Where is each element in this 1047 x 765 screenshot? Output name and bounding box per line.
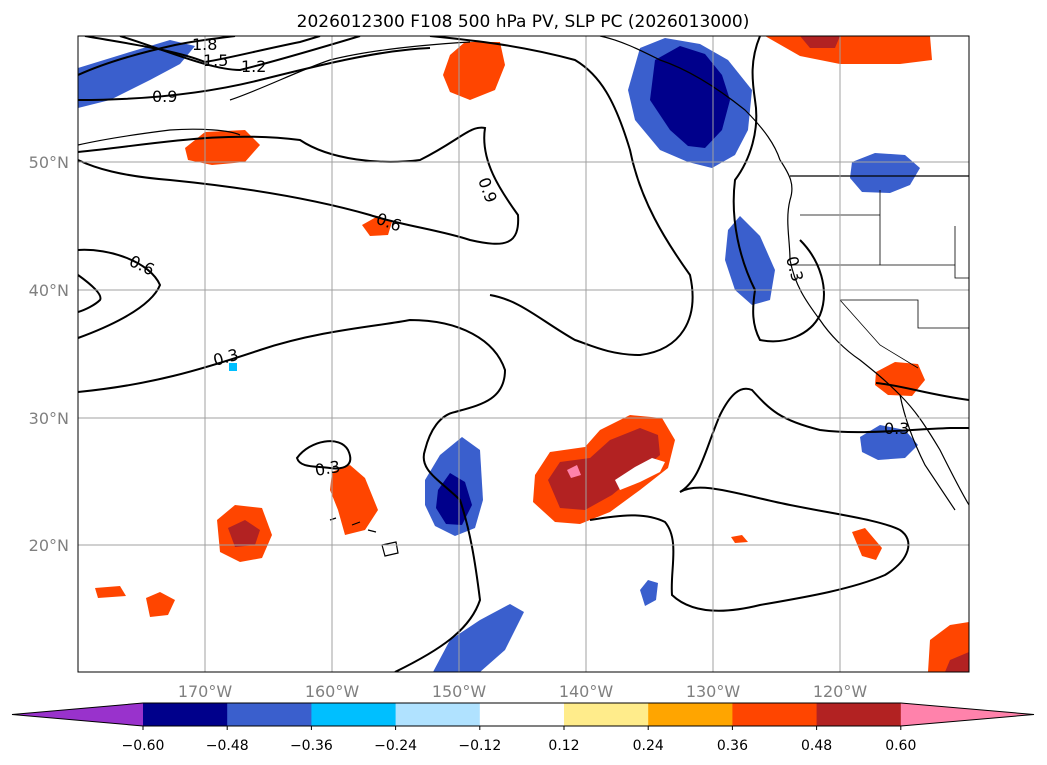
colorbar-tick-label-3: −0.24 bbox=[374, 738, 417, 754]
pv-anomaly-negative-nw bbox=[78, 40, 195, 108]
contour-line-0-9-top bbox=[78, 47, 431, 101]
pv-anomaly-positive-se-core bbox=[945, 652, 969, 672]
pv-anomaly-negative-south bbox=[433, 604, 524, 672]
contour-line-0-6 bbox=[78, 248, 162, 339]
contour-label-1-5: 1.5 bbox=[203, 51, 228, 70]
colorbar-bin-5 bbox=[479, 703, 565, 726]
colorbar-tick-label-9: 0.60 bbox=[885, 738, 916, 754]
pv-anomaly-negative-socal bbox=[860, 425, 918, 460]
contour-label-1-2: 1.2 bbox=[241, 57, 266, 76]
colorbar-extend-high bbox=[900, 703, 1034, 726]
colorbar-bin-3 bbox=[311, 703, 397, 726]
colorbar-bin-7 bbox=[648, 703, 733, 726]
contour-label-0-3-hawaii: 0.3 bbox=[313, 457, 341, 480]
pv-anomaly-negative-bc bbox=[850, 153, 920, 193]
state-borders bbox=[790, 120, 969, 369]
colorbar-bin-4 bbox=[395, 703, 481, 726]
chart-title: 2026012300 F108 500 hPa PV, SLP PC (2026… bbox=[297, 12, 750, 32]
contour-label-0-9-nw: 0.9 bbox=[152, 87, 177, 106]
hawaii-islands bbox=[329, 517, 399, 557]
colorbar-tick-label-0: −0.60 bbox=[122, 738, 165, 754]
colorbar-bin-9 bbox=[816, 703, 902, 726]
x-tick-label-5: 120°W bbox=[813, 682, 868, 701]
y-tick-label-3: 20°N bbox=[29, 536, 69, 555]
x-tick-label-3: 140°W bbox=[559, 682, 614, 701]
contour-line-1-8 bbox=[78, 36, 236, 76]
pv-anomaly-positive-hawaii bbox=[330, 465, 378, 535]
pv-anomaly-positive-main-hole bbox=[615, 458, 665, 490]
map-gridlines bbox=[78, 36, 969, 672]
map-frame bbox=[77, 35, 970, 673]
coastline-west-us bbox=[779, 159, 969, 506]
y-tick-label-1: 40°N bbox=[29, 281, 69, 300]
contour-line-1-2 bbox=[119, 36, 361, 72]
colorbar-tick-label-7: 0.36 bbox=[717, 738, 748, 754]
pv-anomaly-positive-dot-east bbox=[731, 535, 748, 543]
contour-line-0-9-main bbox=[78, 126, 520, 245]
colorbar-bin-8 bbox=[732, 703, 818, 726]
pv-positive-regions bbox=[95, 36, 969, 672]
pv-anomaly-positive-dot-sw1 bbox=[95, 586, 126, 598]
colorbar: −0.60 −0.48 −0.36 −0.24 −0.12 0.12 0.24 0.36 0.4… bbox=[11, 702, 1035, 754]
pv-anomaly-negative-dot bbox=[229, 363, 237, 371]
slp-contours bbox=[78, 36, 969, 672]
x-tick-label-1: 160°W bbox=[305, 682, 360, 701]
pv-anomaly-positive-socal bbox=[875, 362, 925, 396]
contour-line-0-3-south bbox=[679, 387, 969, 493]
coastline-alaska bbox=[78, 36, 781, 161]
coastline-baja bbox=[899, 394, 956, 511]
contour-line-0-3-east bbox=[732, 36, 825, 343]
pv-anomaly-negative-small bbox=[640, 580, 658, 606]
colorbar-bin-2 bbox=[227, 703, 312, 726]
colorbar-tick-label-2: −0.36 bbox=[290, 738, 333, 754]
pv-anomaly-positive-dot-sw2 bbox=[146, 592, 175, 617]
contour-label-0-3-socal: 0.3 bbox=[884, 419, 909, 438]
coastlines bbox=[78, 36, 969, 557]
longitude-tick-labels: 170°W 160°W 150°W 140°W 130°W 120°W bbox=[178, 682, 868, 701]
x-tick-label-4: 130°W bbox=[686, 682, 741, 701]
latitude-tick-labels: 50°N 40°N 30°N 20°N bbox=[29, 153, 69, 555]
x-tick-label-2: 150°W bbox=[432, 682, 487, 701]
colorbar-extend-low bbox=[12, 703, 143, 726]
colorbar-tick-label-8: 0.48 bbox=[801, 738, 832, 754]
x-tick-label-0: 170°W bbox=[178, 682, 233, 701]
colorbar-bin-1 bbox=[143, 703, 228, 726]
pv-anomaly-positive-main-core bbox=[548, 428, 660, 510]
map-plot-area: 1.8 1.5 1.2 0.9 0.9 0.6 0.6 0.3 0.3 0.3 … bbox=[78, 35, 969, 672]
colorbar-tick-label-6: 0.24 bbox=[633, 738, 664, 754]
colorbar-tick-label-1: −0.48 bbox=[206, 738, 249, 754]
contour-line-0-3-se bbox=[875, 382, 969, 401]
pv-anomaly-positive-baja bbox=[852, 528, 882, 560]
pv-anomaly-positive-west-core bbox=[228, 520, 260, 547]
pv-anomaly-positive-main-peak bbox=[567, 465, 581, 478]
contour-line-0-6-inner bbox=[78, 274, 102, 313]
pv-anomaly-negative-gulf-core bbox=[650, 46, 730, 148]
contour-line-0-3-loop bbox=[589, 486, 910, 612]
pv-anomaly-positive-topright-core bbox=[800, 36, 840, 48]
colorbar-bin-6 bbox=[564, 703, 649, 726]
pv-anomaly-positive-small-mid bbox=[362, 216, 392, 236]
contour-line-0-3-wave bbox=[429, 36, 694, 357]
contour-line-0-3-small bbox=[295, 440, 352, 470]
colorbar-tick-label-5: 0.12 bbox=[548, 738, 579, 754]
colorbar-tick-label-4: −0.12 bbox=[458, 738, 501, 754]
contour-label-1-8: 1.8 bbox=[192, 35, 217, 54]
y-tick-label-0: 50°N bbox=[29, 153, 69, 172]
contour-line-0-3-left bbox=[78, 318, 507, 672]
pv-negative-regions bbox=[78, 38, 920, 672]
y-tick-label-2: 30°N bbox=[29, 409, 69, 428]
